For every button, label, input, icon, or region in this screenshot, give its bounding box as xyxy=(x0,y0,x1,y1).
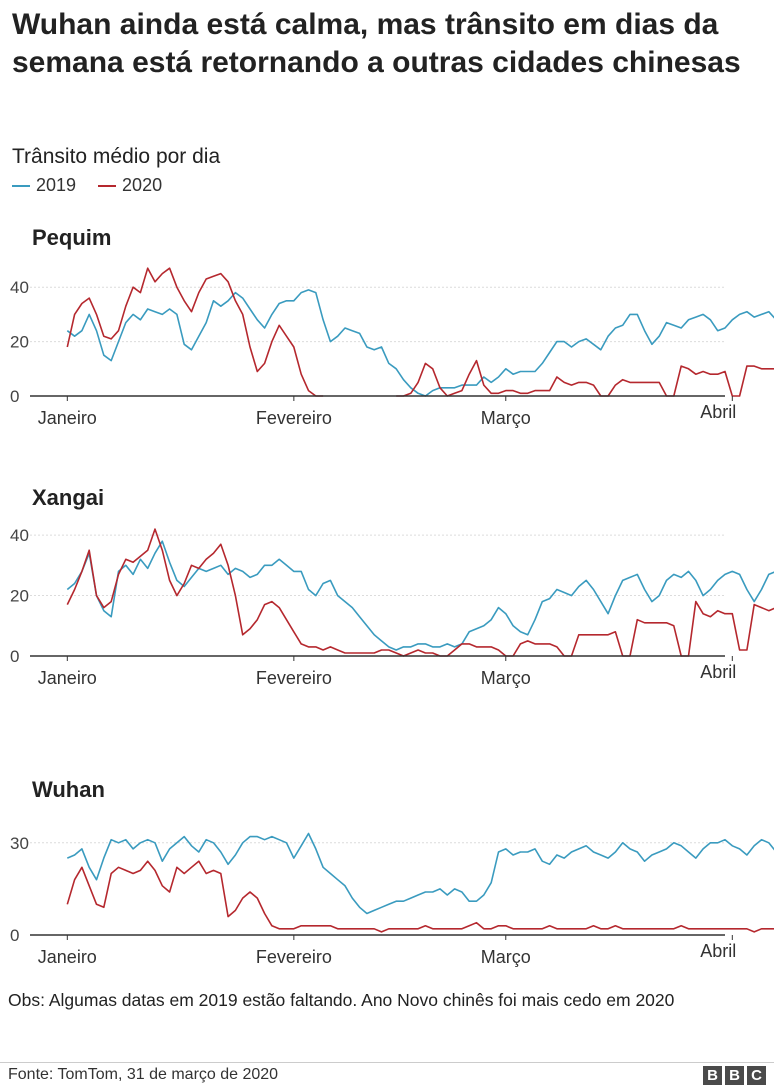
bbc-logo-letter: B xyxy=(725,1066,744,1085)
legend-item-2020: 2020 xyxy=(98,175,162,196)
legend-label-2020: 2020 xyxy=(122,175,163,195)
legend-label-2019: 2019 xyxy=(36,175,77,195)
series-line-2019 xyxy=(66,540,774,651)
x-tick-label-marco: Março xyxy=(481,668,531,688)
x-tick-label-fevereiro: Fevereiro xyxy=(256,668,332,688)
chart-subtitle: Trânsito médio por dia xyxy=(12,145,221,168)
bbc-logo-letter: B xyxy=(703,1066,722,1085)
y-tick-label: 40 xyxy=(10,526,29,545)
legend: 2019 2020 xyxy=(12,175,184,196)
series-line-2020 xyxy=(396,359,774,397)
y-tick-label: 0 xyxy=(10,647,19,666)
panel-title: Wuhan xyxy=(32,777,105,802)
x-tick-label-marco: Março xyxy=(481,408,531,428)
chart-wuhan: Wuhan 0 30 Janeiro Fevereiro Março Abril xyxy=(10,777,774,967)
legend-swatch-2020 xyxy=(98,184,117,187)
x-tick-label-abril: Abril xyxy=(700,402,736,422)
panel-title: Xangai xyxy=(32,485,104,510)
series-line-2020 xyxy=(66,267,324,397)
x-tick-label-janeiro: Janeiro xyxy=(38,408,97,428)
y-tick-label: 20 xyxy=(10,333,29,352)
chart-title: Wuhan ainda está calma, mas trânsito em … xyxy=(12,8,741,79)
y-tick-label: 0 xyxy=(10,926,19,945)
series-line-2019 xyxy=(66,832,774,915)
bbc-logo: B B C xyxy=(703,1066,766,1085)
y-tick-label: 40 xyxy=(10,278,29,297)
footnote: Obs: Algumas datas em 2019 estão faltand… xyxy=(8,990,675,1010)
legend-swatch-2019 xyxy=(12,184,30,187)
panel-title: Pequim xyxy=(32,225,111,250)
x-tick-label-janeiro: Janeiro xyxy=(38,668,97,688)
x-tick-label-fevereiro: Fevereiro xyxy=(256,408,332,428)
source-credit: Fonte: TomTom, 31 de março de 2020 xyxy=(8,1066,279,1083)
x-tick-label-abril: Abril xyxy=(700,941,736,961)
x-tick-label-marco: Março xyxy=(481,947,531,967)
x-tick-label-fevereiro: Fevereiro xyxy=(256,947,332,967)
y-tick-label: 30 xyxy=(10,834,29,853)
bbc-logo-letter: C xyxy=(747,1066,766,1085)
y-tick-label: 0 xyxy=(10,387,19,406)
legend-item-2019: 2019 xyxy=(12,175,76,196)
series-line-2020 xyxy=(66,860,774,933)
series-line-2020 xyxy=(66,528,774,657)
chart-xangai: Xangai 0 20 40 Janeiro Fevereiro Março Abril xyxy=(10,485,774,688)
series-line-2019 xyxy=(66,289,774,397)
y-tick-label: 20 xyxy=(10,587,29,606)
footer-divider xyxy=(0,1062,774,1063)
chart-pequim: Pequim 0 20 40 Janeiro Fevereiro Março Abril xyxy=(10,225,774,428)
x-tick-label-abril: Abril xyxy=(700,662,736,682)
x-tick-label-janeiro: Janeiro xyxy=(38,947,97,967)
